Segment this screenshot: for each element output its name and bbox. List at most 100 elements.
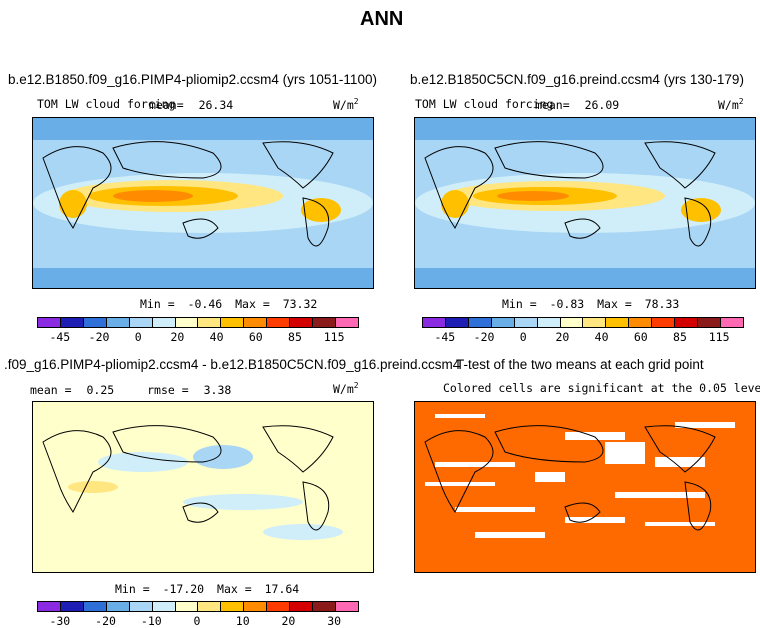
- colorbar-swatch: [290, 602, 314, 611]
- panel3-yellow-patch-atlantic: [68, 481, 118, 493]
- panel3-max-label: Max =: [217, 582, 252, 596]
- colorbar-swatch: [175, 602, 199, 611]
- colorbar-tick-label: 40: [209, 330, 224, 344]
- colorbar-swatch: [514, 318, 538, 327]
- panel3-blue-patch-pacific: [183, 494, 303, 510]
- colorbar-swatch: [152, 602, 176, 611]
- panel3-title: .f09_g16.PIMP4-pliomip2.ccsm4 - b.e12.B1…: [4, 357, 461, 372]
- panel4-white-cell: [425, 482, 495, 486]
- colorbar-swatch: [267, 318, 291, 327]
- colorbar-tick-label: 10: [235, 614, 250, 628]
- page-title: ANN: [360, 8, 404, 30]
- panel2-max-label: Max =: [597, 297, 632, 311]
- colorbar-swatch: [675, 318, 699, 327]
- panel3-units: W/m2: [333, 381, 359, 396]
- panel4-white-cell: [645, 522, 715, 526]
- panel3-continent-outline: [42, 425, 334, 531]
- panel2-map: [414, 117, 756, 289]
- colorbar-tick-label: 20: [170, 330, 185, 344]
- panel1-units: W/m2: [333, 97, 359, 112]
- panel3-blue-patch-asia: [193, 445, 253, 469]
- panel2-colorbar: [422, 317, 744, 328]
- panel2-amazon: [681, 198, 721, 222]
- panel2-map-svg: [415, 118, 755, 288]
- panel2-polar-north: [415, 118, 755, 140]
- panel4-insignificant-cells: [425, 414, 735, 538]
- panel1-units-exp: 2: [353, 97, 359, 106]
- panel1-map-svg: [33, 118, 373, 288]
- panel2-mean: mean= 26.09: [535, 98, 619, 112]
- panel1-minmax: Min = -0.46 Max = 73.32: [140, 297, 317, 311]
- panel3-mean-value: 0.25: [86, 383, 115, 397]
- colorbar-tick-label: 60: [248, 330, 263, 344]
- panel1-mean-value: 26.34: [198, 98, 234, 112]
- panel3-blue-patch-north: [98, 452, 188, 472]
- colorbar-swatch: [652, 318, 676, 327]
- colorbar-tick-label: 60: [633, 330, 648, 344]
- panel1-mean-label: mean=: [149, 98, 184, 112]
- panel4-continent-outline: [424, 425, 716, 531]
- panel2-mean-value: 26.09: [584, 98, 620, 112]
- colorbar-swatch: [560, 318, 584, 327]
- colorbar-swatch: [221, 318, 245, 327]
- colorbar-swatch: [38, 318, 61, 327]
- colorbar-swatch: [60, 602, 84, 611]
- panel1-min-value: -0.46: [187, 297, 223, 311]
- panel4-white-cell: [565, 432, 625, 440]
- panel1-mean: mean= 26.34: [149, 98, 233, 112]
- colorbar-swatch: [313, 602, 336, 611]
- colorbar-swatch: [335, 602, 358, 611]
- panel1-units-base: W/m: [333, 97, 354, 112]
- panel3-map-svg: [33, 402, 373, 572]
- panel3-blue-patch-south: [263, 524, 343, 540]
- panel4-map: [414, 401, 756, 573]
- panel2-title: b.e12.B1850C5CN.f09_g16.preind.ccsm4 (yr…: [410, 72, 744, 87]
- panel2-minmax: Min = -0.83 Max = 78.33: [502, 297, 679, 311]
- colorbar-tick-label: 30: [327, 614, 342, 628]
- panel4-white-cell: [475, 532, 545, 538]
- colorbar-swatch: [537, 318, 561, 327]
- colorbar-swatch: [468, 318, 492, 327]
- colorbar-swatch: [335, 318, 358, 327]
- colorbar-swatch: [83, 318, 107, 327]
- colorbar-swatch: [152, 318, 176, 327]
- panel1-max-label: Max =: [235, 297, 270, 311]
- colorbar-tick-label: 0: [134, 330, 142, 344]
- colorbar-swatch: [106, 318, 130, 327]
- panel2-mean-label: mean=: [535, 98, 570, 112]
- panel3-map: [32, 401, 374, 573]
- colorbar-tick-label: -45: [434, 330, 456, 344]
- colorbar-swatch: [198, 602, 222, 611]
- colorbar-swatch: [629, 318, 653, 327]
- panel3-min-value: -17.20: [162, 582, 205, 596]
- colorbar-tick-label: 115: [323, 330, 345, 344]
- colorbar-swatch: [698, 318, 721, 327]
- panel1-polar-south: [33, 268, 373, 288]
- panel1-polar-north: [33, 118, 373, 140]
- panel3-units-base: W/m: [333, 381, 354, 396]
- panel4-white-cell: [675, 422, 735, 428]
- panel2-max-value: 78.33: [644, 297, 680, 311]
- panel4-white-cell: [655, 457, 705, 467]
- colorbar-tick-label: -10: [140, 614, 162, 628]
- panel4-white-cell: [455, 507, 535, 512]
- colorbar-tick-label: 0: [193, 614, 201, 628]
- colorbar-tick-label: 20: [555, 330, 570, 344]
- panel1-continent-outline: [42, 141, 334, 247]
- panel3-mean: mean = 0.25 rmse = 3.38: [30, 383, 231, 397]
- panel3-min-label: Min =: [115, 582, 150, 596]
- panel4-subtitle: Colored cells are significant at the 0.0…: [443, 381, 760, 395]
- colorbar-tick-label: 20: [281, 614, 296, 628]
- panel2-min-value: -0.83: [549, 297, 585, 311]
- panel3-minmax: Min = -17.20 Max = 17.64: [115, 582, 299, 596]
- panel3-colorbar: [37, 601, 359, 612]
- panel4-white-cell: [565, 517, 625, 523]
- colorbar-tick-label: 85: [288, 330, 302, 344]
- panel3-units-exp: 2: [353, 381, 359, 390]
- colorbar-tick-label: 0: [519, 330, 527, 344]
- colorbar-swatch: [244, 602, 268, 611]
- colorbar-tick-label: 85: [673, 330, 687, 344]
- panel1-min-label: Min =: [140, 297, 175, 311]
- colorbar-tick-label: -20: [95, 614, 116, 628]
- panel3-rmse-label: rmse =: [147, 383, 189, 397]
